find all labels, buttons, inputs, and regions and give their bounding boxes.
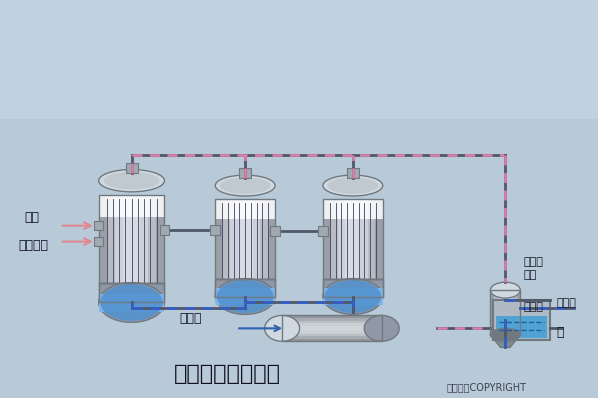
Text: 顺流加料蒸发流程: 顺流加料蒸发流程 (174, 364, 280, 384)
Bar (502, 290, 505, 335)
Bar (493, 300, 550, 340)
Ellipse shape (490, 282, 520, 298)
Bar (338, 199, 345, 279)
Bar (140, 195, 148, 283)
Ellipse shape (215, 175, 275, 196)
Bar (0, 0, 598, 119)
Bar (509, 290, 512, 335)
Bar (268, 199, 275, 279)
Bar (353, 199, 360, 279)
Bar (282, 315, 382, 341)
Bar (282, 334, 382, 336)
Bar (323, 199, 330, 279)
Bar (282, 339, 382, 341)
Bar (260, 199, 268, 279)
Bar (512, 290, 517, 335)
Bar (252, 199, 260, 279)
Bar (323, 199, 383, 219)
Bar (360, 199, 368, 279)
Bar (215, 199, 222, 279)
Bar (505, 290, 509, 335)
Text: 不凝性
气体: 不凝性 气体 (523, 257, 543, 280)
Bar (99, 283, 164, 302)
Text: 加热蒸汽: 加热蒸汽 (18, 239, 48, 252)
Bar (517, 290, 520, 335)
Bar (282, 326, 382, 328)
Bar (210, 225, 220, 235)
Bar (94, 237, 103, 246)
Bar (215, 279, 275, 297)
Ellipse shape (328, 178, 379, 194)
Text: 水: 水 (556, 326, 564, 339)
Ellipse shape (323, 175, 383, 196)
Ellipse shape (100, 284, 163, 321)
Bar (94, 221, 103, 230)
Bar (282, 328, 382, 331)
Bar (493, 300, 550, 340)
Bar (99, 195, 164, 217)
Bar (323, 279, 383, 297)
Ellipse shape (215, 279, 275, 314)
Bar (123, 195, 132, 283)
Bar (496, 316, 547, 338)
Text: 料液: 料液 (24, 211, 39, 224)
Bar (282, 318, 382, 321)
Bar (282, 331, 382, 334)
Ellipse shape (264, 315, 300, 341)
Bar (215, 199, 275, 219)
Bar (160, 225, 169, 235)
Ellipse shape (324, 280, 382, 313)
Bar (282, 321, 382, 323)
Text: 东方仿真COPYRIGHT: 东方仿真COPYRIGHT (446, 382, 526, 392)
Bar (282, 323, 382, 326)
Bar (237, 199, 245, 279)
Bar (318, 226, 328, 236)
Ellipse shape (103, 172, 160, 189)
Text: 集水池: 集水池 (556, 298, 576, 308)
Bar (99, 283, 164, 302)
Ellipse shape (99, 170, 164, 192)
Bar (156, 195, 164, 283)
Bar (330, 199, 338, 279)
Bar (99, 195, 164, 283)
Bar (323, 289, 383, 306)
Bar (215, 199, 275, 279)
Bar (245, 199, 252, 279)
Bar (345, 199, 353, 279)
Bar (490, 290, 494, 335)
Bar (490, 290, 520, 335)
Ellipse shape (99, 283, 164, 322)
Bar (498, 290, 502, 335)
Bar (132, 195, 140, 283)
Ellipse shape (364, 315, 399, 341)
Ellipse shape (323, 279, 383, 314)
Bar (323, 199, 383, 279)
Bar (494, 290, 498, 335)
Bar (148, 195, 156, 283)
Ellipse shape (490, 328, 520, 341)
Bar (347, 168, 359, 178)
Bar (282, 315, 382, 318)
Bar (230, 199, 238, 279)
Bar (376, 199, 383, 279)
Bar (368, 199, 376, 279)
Bar (99, 195, 107, 283)
Ellipse shape (220, 178, 270, 194)
Ellipse shape (216, 280, 273, 313)
Bar (282, 336, 382, 339)
Bar (239, 168, 251, 178)
Bar (222, 199, 230, 279)
Bar (115, 195, 123, 283)
Bar (215, 279, 275, 297)
Bar (126, 163, 138, 173)
Bar (215, 289, 275, 306)
Text: 冷却水: 冷却水 (523, 302, 543, 312)
Bar (270, 226, 280, 236)
Polygon shape (490, 335, 520, 347)
Bar (107, 195, 115, 283)
Bar (99, 293, 164, 312)
Text: 完成液: 完成液 (179, 312, 202, 326)
Bar (323, 279, 383, 297)
